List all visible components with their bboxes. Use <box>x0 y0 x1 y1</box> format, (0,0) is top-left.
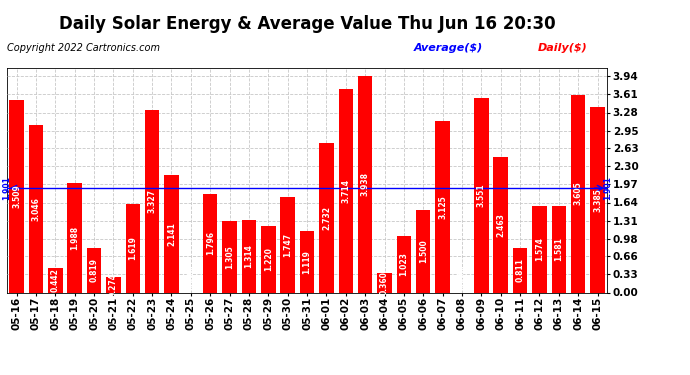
Text: 3.605: 3.605 <box>573 182 582 206</box>
Bar <box>203 194 217 292</box>
Text: Daily Solar Energy & Average Value Thu Jun 16 20:30: Daily Solar Energy & Average Value Thu J… <box>59 15 555 33</box>
Bar <box>261 225 275 292</box>
Bar <box>474 98 489 292</box>
Bar <box>319 142 334 292</box>
Text: 3.385: 3.385 <box>593 188 602 211</box>
Text: 1.314: 1.314 <box>244 244 253 268</box>
Text: Daily($): Daily($) <box>538 43 588 53</box>
Text: 1.901: 1.901 <box>603 176 612 200</box>
Bar <box>241 220 256 292</box>
Bar <box>126 204 140 292</box>
Text: 0.274: 0.274 <box>109 273 118 297</box>
Text: 3.125: 3.125 <box>438 195 447 219</box>
Bar <box>551 206 566 292</box>
Bar <box>571 94 585 292</box>
Text: 3.509: 3.509 <box>12 184 21 208</box>
Bar <box>513 248 527 292</box>
Text: 3.714: 3.714 <box>342 178 351 203</box>
Bar <box>377 273 392 292</box>
Text: 1.023: 1.023 <box>400 252 408 276</box>
Bar <box>299 231 315 292</box>
Text: 0.360: 0.360 <box>380 271 389 294</box>
Text: 3.938: 3.938 <box>361 172 370 196</box>
Text: Average($): Average($) <box>414 43 483 53</box>
Text: 1.220: 1.220 <box>264 247 273 271</box>
Bar <box>532 206 546 292</box>
Text: 2.732: 2.732 <box>322 206 331 230</box>
Bar <box>590 107 604 292</box>
Text: 1.619: 1.619 <box>128 236 137 260</box>
Bar <box>222 221 237 292</box>
Text: 2.463: 2.463 <box>496 213 505 237</box>
Text: 3.327: 3.327 <box>148 189 157 213</box>
Text: 0.442: 0.442 <box>51 268 60 292</box>
Text: 3.551: 3.551 <box>477 183 486 207</box>
Text: 1.901: 1.901 <box>2 176 11 200</box>
Text: 1.988: 1.988 <box>70 226 79 250</box>
Text: Copyright 2022 Cartronics.com: Copyright 2022 Cartronics.com <box>7 43 160 53</box>
Text: 3.046: 3.046 <box>32 197 41 221</box>
Bar <box>145 110 159 292</box>
Text: 0.811: 0.811 <box>515 258 524 282</box>
Bar <box>435 121 450 292</box>
Bar <box>10 100 24 292</box>
Bar <box>106 278 121 292</box>
Text: 1.119: 1.119 <box>302 250 312 274</box>
Bar <box>164 175 179 292</box>
Text: 1.500: 1.500 <box>419 240 428 263</box>
Text: 1.574: 1.574 <box>535 237 544 261</box>
Bar <box>339 88 353 292</box>
Bar <box>280 196 295 292</box>
Bar <box>397 236 411 292</box>
Text: 0.000: 0.000 <box>457 266 466 290</box>
Bar <box>48 268 63 292</box>
Bar <box>358 76 373 292</box>
Text: 0.819: 0.819 <box>90 258 99 282</box>
Bar <box>87 248 101 292</box>
Text: 1.747: 1.747 <box>283 232 292 256</box>
Text: 0.000: 0.000 <box>186 266 195 290</box>
Text: 1.581: 1.581 <box>554 237 563 261</box>
Text: 2.141: 2.141 <box>167 222 176 246</box>
Bar <box>29 125 43 292</box>
Text: 1.305: 1.305 <box>225 245 234 268</box>
Bar <box>68 183 82 292</box>
Bar <box>493 158 508 292</box>
Bar <box>416 210 431 292</box>
Text: 1.796: 1.796 <box>206 231 215 255</box>
